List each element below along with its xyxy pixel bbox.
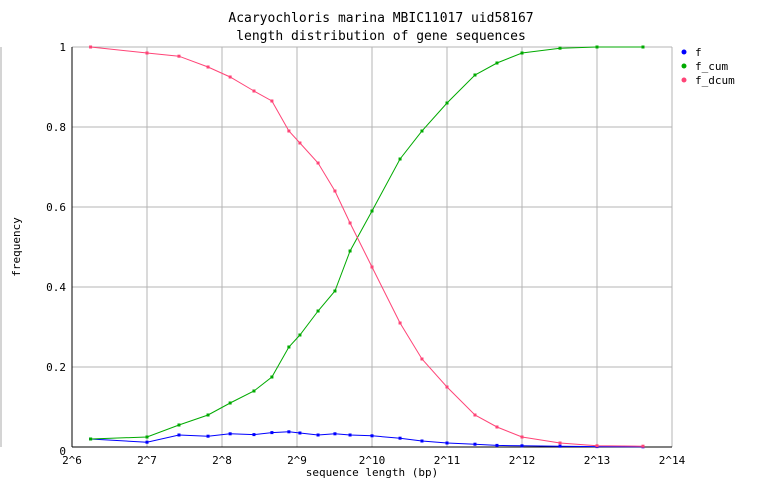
data-point — [641, 444, 645, 448]
data-point — [445, 101, 449, 105]
data-point — [298, 141, 302, 145]
data-point — [348, 221, 352, 225]
series-line — [90, 431, 643, 448]
data-point — [495, 443, 499, 447]
data-point — [316, 433, 320, 437]
x-tick-label: 2^8 — [212, 454, 232, 467]
chart-subtitle: length distribution of gene sequences — [236, 29, 526, 44]
data-point — [473, 442, 477, 446]
data-point — [270, 99, 274, 103]
series-line — [90, 46, 643, 440]
series-f — [89, 430, 645, 449]
data-point — [206, 434, 210, 438]
data-point — [348, 433, 352, 437]
data-point — [495, 61, 499, 65]
data-point — [228, 432, 232, 436]
series-f-dcum — [89, 45, 645, 448]
data-point — [145, 435, 149, 439]
data-point — [333, 289, 337, 293]
y-tick-label: 0.2 — [46, 361, 66, 374]
y-tick-label: 0.8 — [46, 121, 66, 134]
data-point — [316, 161, 320, 165]
data-point — [398, 321, 402, 325]
data-point — [370, 265, 374, 269]
x-axis-label: sequence length (bp) — [306, 466, 438, 479]
data-point — [228, 401, 232, 405]
data-point — [177, 433, 181, 437]
data-point — [398, 436, 402, 440]
data-point — [473, 413, 477, 417]
data-point — [420, 439, 424, 443]
data-point — [595, 444, 599, 448]
data-point — [89, 437, 93, 441]
data-point — [420, 357, 424, 361]
x-tick-label: 2^6 — [62, 454, 82, 467]
y-tick-label: 0.4 — [46, 281, 66, 294]
data-point — [558, 444, 562, 448]
data-point — [595, 45, 599, 49]
data-point — [445, 385, 449, 389]
legend-marker — [681, 49, 687, 55]
data-point — [558, 441, 562, 445]
series-line — [90, 46, 643, 447]
x-tick-label: 2^14 — [659, 454, 686, 467]
grid — [72, 46, 673, 447]
data-point — [520, 435, 524, 439]
data-point — [145, 51, 149, 55]
x-tick-label: 2^7 — [137, 454, 157, 467]
data-point — [445, 441, 449, 445]
x-tick-label: 2^13 — [584, 454, 611, 467]
data-point — [177, 423, 181, 427]
data-point — [641, 45, 645, 49]
data-point — [370, 434, 374, 438]
data-point — [206, 413, 210, 417]
data-point — [270, 375, 274, 379]
chart-title: Acaryochloris marina MBIC11017 uid58167 — [228, 11, 533, 26]
legend-label: f — [695, 46, 702, 59]
data-point — [316, 309, 320, 313]
x-tick-label: 2^10 — [359, 454, 386, 467]
x-tick-label: 2^9 — [287, 454, 307, 467]
data-point — [287, 129, 291, 133]
data-point — [145, 440, 149, 444]
data-point — [520, 51, 524, 55]
x-tick-label: 2^11 — [434, 454, 461, 467]
data-point — [177, 54, 181, 58]
data-point — [333, 189, 337, 193]
data-point — [420, 129, 424, 133]
data-point — [298, 333, 302, 337]
series-f-cum — [89, 45, 645, 441]
series-group — [89, 45, 645, 449]
data-point — [398, 157, 402, 161]
legend-marker — [681, 63, 687, 69]
data-point — [348, 249, 352, 253]
data-point — [473, 73, 477, 77]
data-point — [252, 389, 256, 393]
data-point — [333, 432, 337, 436]
data-point — [287, 430, 291, 434]
data-point — [520, 444, 524, 448]
data-point — [298, 431, 302, 435]
axes: 2^6 2^7 2^8 2^9 2^10 2^11 2^12 2^13 2^14 0 0.2 0.4 0… — [46, 41, 685, 467]
data-point — [558, 46, 562, 50]
x-tick-label: 2^12 — [509, 454, 536, 467]
data-point — [370, 209, 374, 213]
y-tick-label: 0 — [59, 445, 66, 458]
legend-label: f_cum — [695, 60, 728, 73]
data-point — [495, 425, 499, 429]
data-point — [206, 65, 210, 69]
data-point — [287, 345, 291, 349]
data-point — [252, 89, 256, 93]
y-tick-label: 0.6 — [46, 201, 66, 214]
data-point — [252, 433, 256, 437]
legend-marker — [681, 77, 687, 83]
data-point — [89, 45, 93, 49]
y-tick-label: 1 — [59, 41, 66, 54]
data-point — [228, 75, 232, 79]
data-point — [270, 431, 274, 435]
legend-label: f_dcum — [695, 74, 735, 87]
y-axis-label: frequency — [10, 217, 23, 277]
